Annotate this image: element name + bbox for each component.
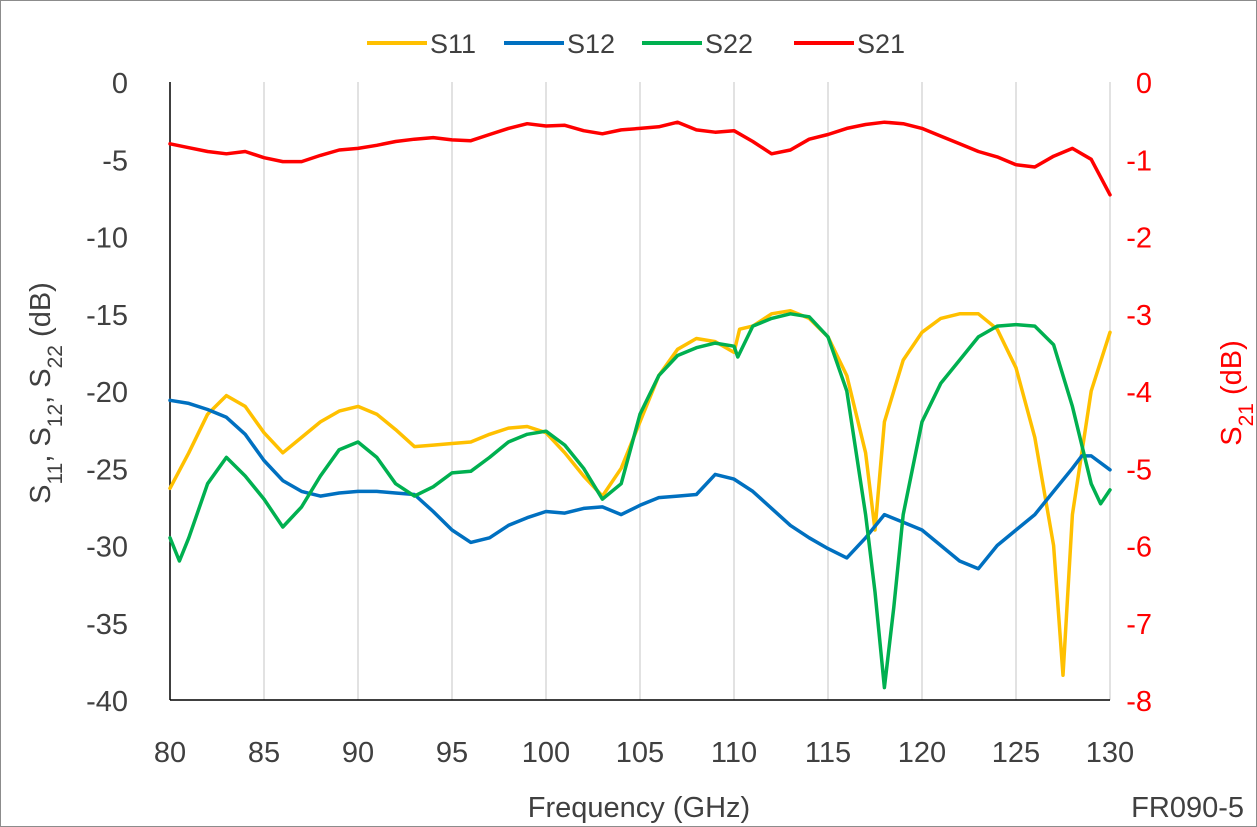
x-tick-label: 105 — [616, 737, 664, 769]
x-tick-label: 95 — [436, 737, 468, 769]
y-left-tick-label: -40 — [86, 686, 128, 718]
x-tick-label: 125 — [992, 737, 1040, 769]
y-right-tick-labels: 0 -1 -2 -3 -4 -5 -6 -7 -8 — [1126, 68, 1152, 718]
y-right-tick-label: 0 — [1136, 68, 1152, 100]
x-tick-label: 80 — [154, 737, 186, 769]
x-tick-label: 115 — [805, 737, 851, 769]
y-right-axis-title: S21 (dB) — [1216, 340, 1257, 446]
y-right-tick-label: -8 — [1126, 686, 1152, 718]
y-left-tick-label: -25 — [86, 454, 128, 486]
y-left-axis-title: S11, S12, S22 (dB) — [25, 282, 67, 504]
y-right-tick-label: -6 — [1126, 532, 1152, 564]
figure-id-annotation: FR090-5 — [1131, 792, 1244, 824]
y-right-tick-label: -1 — [1126, 145, 1152, 177]
y-right-tick-label: -3 — [1126, 300, 1152, 332]
series-line-s22 — [168, 312, 1112, 690]
series-line-s11 — [168, 308, 1112, 678]
y-right-tick-label: -4 — [1126, 377, 1152, 409]
legend-label-s21: S21 — [857, 29, 905, 59]
x-tick-label: 130 — [1086, 737, 1134, 769]
x-tick-label: 90 — [342, 737, 374, 769]
x-tick-labels: 80 85 90 95 100 105 110 115 120 125 130 — [154, 737, 1134, 769]
y-left-tick-label: -10 — [86, 223, 128, 255]
legend-label-s11: S11 — [430, 29, 476, 59]
legend-label-s22: S22 — [705, 29, 753, 59]
legend-label-s12: S12 — [567, 29, 615, 59]
y-left-tick-label: 0 — [112, 68, 128, 100]
y-left-tick-label: -30 — [86, 532, 128, 564]
axes — [169, 82, 1110, 701]
x-tick-label: 100 — [522, 737, 570, 769]
y-left-tick-label: -5 — [102, 145, 128, 177]
series-lines — [168, 120, 1112, 690]
series-line-s12 — [168, 398, 1112, 571]
y-right-tick-label: -5 — [1126, 454, 1152, 486]
y-left-tick-label: -35 — [86, 609, 128, 641]
x-tick-label: 85 — [248, 737, 280, 769]
x-axis-title: Frequency (GHz) — [528, 792, 750, 824]
y-left-tick-labels: 0 -5 -10 -15 -20 -25 -30 -35 -40 — [86, 68, 128, 718]
y-right-tick-label: -2 — [1126, 223, 1152, 255]
gridlines — [263, 82, 1111, 700]
legend: S11 S12 S22 S21 — [367, 29, 905, 59]
x-tick-label: 110 — [711, 737, 757, 769]
y-right-tick-label: -7 — [1126, 609, 1152, 641]
y-left-tick-label: -20 — [86, 377, 128, 409]
x-tick-label: 120 — [898, 737, 946, 769]
series-line-s21 — [168, 120, 1112, 197]
y-left-tick-label: -15 — [86, 300, 128, 332]
